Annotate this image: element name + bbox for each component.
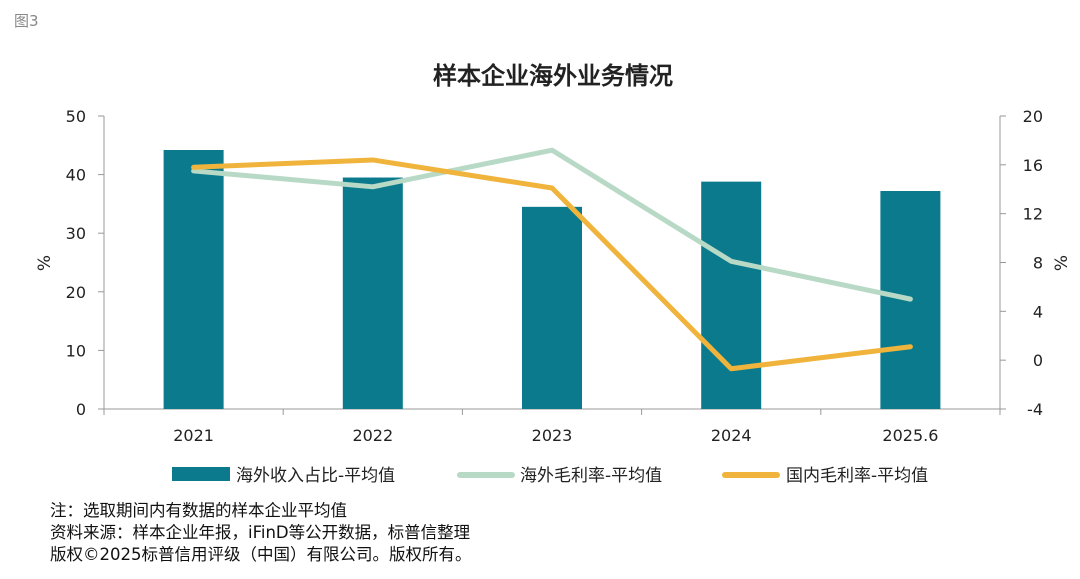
x-tick-label: 2024 [711,426,752,445]
right-tick-label: 12 [1023,205,1043,224]
lines-layer [191,147,913,372]
left-tick-label: 10 [66,341,86,360]
legend-label: 国内毛利率-平均值 [786,466,928,486]
x-tick-label: 2025.6 [882,426,938,445]
x-tick-label: 2022 [352,426,393,445]
right-tick-label: -4 [1027,400,1043,419]
right-tick-label: 20 [1023,107,1043,126]
left-tick-label: 20 [66,283,86,302]
legend-label: 海外毛利率-平均值 [520,466,662,486]
right-tick-label: 4 [1033,302,1043,321]
overseas-margin-line [191,147,913,302]
bar [701,181,762,409]
left-tick-label: 50 [66,107,86,126]
bar [522,206,582,409]
bar [163,149,224,409]
legend-swatch-bar [172,467,230,481]
left-tick-label: 0 [76,400,86,419]
left-tick-label: 40 [66,166,86,185]
figure-label: 图3 [14,12,39,30]
right-tick-label: 8 [1033,254,1043,273]
notes: 注：选取期间内有数据的样本企业平均值 资料来源：样本企业年报，iFinD等公开数… [50,500,472,566]
copyright-line: 版权©2025标普信用评级（中国）有限公司。版权所有。 [50,545,472,564]
note-line: 注：选取期间内有数据的样本企业平均值 [50,501,347,520]
chart-title: 样本企业海外业务情况 [433,62,673,90]
axes-layer: 0 10 20 30 40 50 -4 0 4 8 12 16 20 2021 2022 2023 2024 20… [35,107,1072,445]
bars-layer [163,149,941,409]
domestic-margin-line [191,157,913,372]
x-tick-label: 2021 [173,426,214,445]
chart: 样本企业海外业务情况 0 10 20 30 40 50 -4 0 4 8 12 16 20 2021 202… [35,62,1072,486]
y-axis-title-right: % [1052,255,1072,271]
right-tick-label: 16 [1023,156,1043,175]
x-tick-label: 2023 [532,426,573,445]
source-line: 资料来源：样本企业年报，iFinD等公开数据，标普信整理 [50,523,471,542]
legend: 海外收入占比-平均值 海外毛利率-平均值 国内毛利率-平均值 [172,466,928,486]
y-axis-title-left: % [35,255,55,271]
bar [342,177,403,409]
right-tick-label: 0 [1033,351,1043,370]
left-tick-label: 30 [66,224,86,243]
legend-label: 海外收入占比-平均值 [236,466,395,486]
